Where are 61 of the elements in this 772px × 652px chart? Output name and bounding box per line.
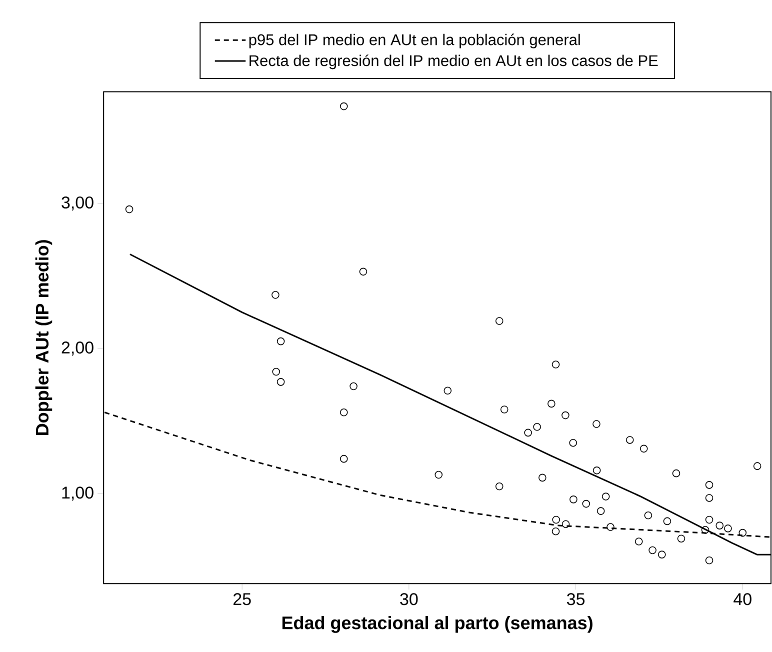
point (552, 516, 560, 524)
point (495, 482, 504, 490)
point (538, 474, 546, 482)
point (272, 290, 280, 299)
point (350, 382, 358, 390)
point (444, 386, 452, 395)
point (705, 494, 714, 502)
point (701, 526, 710, 534)
point (533, 423, 541, 431)
point (705, 556, 714, 564)
point (724, 524, 732, 532)
point (640, 444, 648, 453)
point (562, 520, 570, 528)
point (276, 378, 285, 386)
point (705, 516, 714, 524)
point (753, 462, 762, 470)
point (606, 523, 614, 531)
point (592, 466, 601, 474)
point (677, 534, 686, 543)
y-tick-label: 3,00 (62, 196, 94, 211)
point (738, 528, 747, 537)
point (552, 527, 560, 536)
point (663, 517, 672, 526)
point (340, 454, 348, 463)
y-axis-title: Doppler AUt (IP medio) (35, 240, 52, 435)
point (602, 492, 610, 500)
point (548, 400, 556, 408)
y-tick-label: 1,00 (62, 486, 94, 501)
point (596, 507, 605, 515)
legend-label: Recta de regresión del IP medio en AUt en los casos de PE (250, 54, 658, 70)
point (569, 438, 578, 447)
point (500, 406, 508, 414)
point (359, 268, 368, 276)
point (672, 469, 680, 478)
point (648, 546, 656, 554)
y-tick-label: 2,00 (62, 342, 94, 356)
x-tick-label: 25 (233, 593, 251, 606)
point (524, 428, 532, 437)
point (592, 420, 600, 428)
x-tick-label: 30 (400, 593, 418, 606)
point (644, 512, 652, 520)
point (634, 538, 643, 546)
point (272, 368, 280, 376)
point (705, 481, 714, 489)
point (658, 550, 666, 558)
point (626, 436, 634, 444)
point (570, 496, 578, 504)
x-axis-title: Edad gestacional al parto (semanas) (282, 616, 592, 633)
point (495, 317, 504, 325)
point (552, 360, 560, 368)
point (562, 411, 570, 420)
point (340, 102, 348, 110)
point (276, 337, 285, 346)
legend-label: p95 del IP medio en AUt en la población general (249, 34, 580, 48)
point (340, 408, 348, 416)
x-tick-label: 40 (734, 593, 752, 606)
point (716, 522, 724, 530)
point (582, 500, 590, 508)
point (434, 470, 443, 479)
x-tick-label: 35 (566, 593, 585, 606)
point (125, 205, 134, 214)
